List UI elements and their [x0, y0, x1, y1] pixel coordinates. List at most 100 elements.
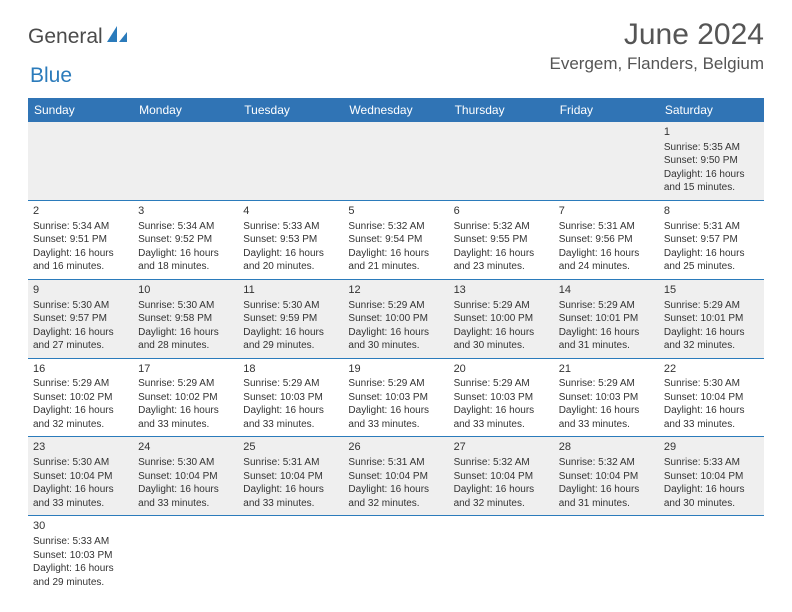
day-sunset: Sunset: 10:03 PM	[454, 391, 549, 405]
day-daylight2: and 32 minutes.	[454, 497, 549, 511]
day-daylight2: and 15 minutes.	[664, 181, 759, 195]
day-daylight1: Daylight: 16 hours	[664, 326, 759, 340]
calendar-day-cell: 10Sunrise: 5:30 AMSunset: 9:58 PMDayligh…	[133, 279, 238, 358]
day-number: 24	[138, 440, 233, 455]
dayhead-tuesday: Tuesday	[238, 98, 343, 122]
day-daylight2: and 28 minutes.	[138, 339, 233, 353]
day-daylight2: and 33 minutes.	[243, 497, 338, 511]
day-sunrise: Sunrise: 5:29 AM	[559, 299, 654, 313]
day-number: 13	[454, 283, 549, 298]
day-sunset: Sunset: 9:50 PM	[664, 154, 759, 168]
day-daylight1: Daylight: 16 hours	[33, 404, 128, 418]
day-sunset: Sunset: 10:04 PM	[664, 391, 759, 405]
day-sunrise: Sunrise: 5:30 AM	[243, 299, 338, 313]
day-number: 18	[243, 362, 338, 377]
day-sunrise: Sunrise: 5:29 AM	[559, 377, 654, 391]
calendar-empty-cell	[238, 122, 343, 200]
day-sunset: Sunset: 10:02 PM	[138, 391, 233, 405]
calendar-day-cell: 15Sunrise: 5:29 AMSunset: 10:01 PMDaylig…	[659, 279, 764, 358]
day-sunrise: Sunrise: 5:30 AM	[33, 456, 128, 470]
day-number: 7	[559, 204, 654, 219]
day-number: 8	[664, 204, 759, 219]
calendar-day-cell: 3Sunrise: 5:34 AMSunset: 9:52 PMDaylight…	[133, 200, 238, 279]
day-sunrise: Sunrise: 5:33 AM	[33, 535, 128, 549]
day-sunset: Sunset: 10:04 PM	[664, 470, 759, 484]
day-sunrise: Sunrise: 5:30 AM	[33, 299, 128, 313]
day-number: 29	[664, 440, 759, 455]
dayhead-thursday: Thursday	[449, 98, 554, 122]
day-daylight2: and 30 minutes.	[348, 339, 443, 353]
day-daylight1: Daylight: 16 hours	[454, 326, 549, 340]
day-sunrise: Sunrise: 5:31 AM	[559, 220, 654, 234]
day-number: 6	[454, 204, 549, 219]
day-number: 21	[559, 362, 654, 377]
day-daylight2: and 29 minutes.	[33, 576, 128, 590]
calendar-empty-cell	[449, 122, 554, 200]
logo: General	[28, 18, 130, 49]
day-daylight2: and 33 minutes.	[243, 418, 338, 432]
day-daylight1: Daylight: 16 hours	[243, 326, 338, 340]
calendar-day-cell: 28Sunrise: 5:32 AMSunset: 10:04 PMDaylig…	[554, 437, 659, 516]
calendar-page: General June 2024 Evergem, Flanders, Bel…	[0, 0, 792, 612]
calendar-empty-cell	[238, 516, 343, 594]
logo-text-1: General	[28, 25, 103, 49]
calendar-table: Sunday Monday Tuesday Wednesday Thursday…	[28, 98, 764, 594]
calendar-day-cell: 5Sunrise: 5:32 AMSunset: 9:54 PMDaylight…	[343, 200, 448, 279]
calendar-week-row: 9Sunrise: 5:30 AMSunset: 9:57 PMDaylight…	[28, 279, 764, 358]
day-daylight1: Daylight: 16 hours	[33, 483, 128, 497]
day-number: 30	[33, 519, 128, 534]
day-daylight1: Daylight: 16 hours	[454, 483, 549, 497]
day-daylight1: Daylight: 16 hours	[243, 404, 338, 418]
day-daylight2: and 31 minutes.	[559, 339, 654, 353]
day-daylight2: and 33 minutes.	[559, 418, 654, 432]
day-sunrise: Sunrise: 5:29 AM	[138, 377, 233, 391]
day-sunrise: Sunrise: 5:29 AM	[454, 377, 549, 391]
calendar-empty-cell	[343, 516, 448, 594]
day-daylight2: and 33 minutes.	[138, 418, 233, 432]
calendar-day-cell: 25Sunrise: 5:31 AMSunset: 10:04 PMDaylig…	[238, 437, 343, 516]
day-daylight1: Daylight: 16 hours	[559, 483, 654, 497]
day-sunrise: Sunrise: 5:29 AM	[348, 299, 443, 313]
day-daylight2: and 32 minutes.	[348, 497, 443, 511]
day-sunrise: Sunrise: 5:35 AM	[664, 141, 759, 155]
day-number: 26	[348, 440, 443, 455]
day-sunrise: Sunrise: 5:29 AM	[33, 377, 128, 391]
calendar-empty-cell	[659, 516, 764, 594]
title-block: June 2024 Evergem, Flanders, Belgium	[550, 18, 764, 74]
day-daylight2: and 27 minutes.	[33, 339, 128, 353]
day-number: 12	[348, 283, 443, 298]
dayhead-saturday: Saturday	[659, 98, 764, 122]
day-sunrise: Sunrise: 5:29 AM	[664, 299, 759, 313]
day-sunset: Sunset: 10:04 PM	[243, 470, 338, 484]
day-daylight1: Daylight: 16 hours	[454, 404, 549, 418]
calendar-day-cell: 13Sunrise: 5:29 AMSunset: 10:00 PMDaylig…	[449, 279, 554, 358]
day-number: 23	[33, 440, 128, 455]
day-daylight1: Daylight: 16 hours	[559, 326, 654, 340]
dayhead-wednesday: Wednesday	[343, 98, 448, 122]
day-sunset: Sunset: 9:55 PM	[454, 233, 549, 247]
calendar-day-cell: 11Sunrise: 5:30 AMSunset: 9:59 PMDayligh…	[238, 279, 343, 358]
day-number: 20	[454, 362, 549, 377]
day-sunset: Sunset: 10:04 PM	[348, 470, 443, 484]
calendar-day-cell: 7Sunrise: 5:31 AMSunset: 9:56 PMDaylight…	[554, 200, 659, 279]
day-daylight2: and 30 minutes.	[454, 339, 549, 353]
day-number: 28	[559, 440, 654, 455]
day-number: 15	[664, 283, 759, 298]
day-daylight1: Daylight: 16 hours	[664, 247, 759, 261]
day-sunset: Sunset: 10:01 PM	[664, 312, 759, 326]
calendar-week-row: 16Sunrise: 5:29 AMSunset: 10:02 PMDaylig…	[28, 358, 764, 437]
day-number: 1	[664, 125, 759, 140]
dayhead-monday: Monday	[133, 98, 238, 122]
day-sunset: Sunset: 9:52 PM	[138, 233, 233, 247]
day-sunrise: Sunrise: 5:29 AM	[454, 299, 549, 313]
day-daylight1: Daylight: 16 hours	[664, 483, 759, 497]
day-sunrise: Sunrise: 5:30 AM	[138, 299, 233, 313]
day-daylight2: and 25 minutes.	[664, 260, 759, 274]
calendar-day-cell: 18Sunrise: 5:29 AMSunset: 10:03 PMDaylig…	[238, 358, 343, 437]
day-sunrise: Sunrise: 5:32 AM	[559, 456, 654, 470]
calendar-day-cell: 17Sunrise: 5:29 AMSunset: 10:02 PMDaylig…	[133, 358, 238, 437]
day-number: 5	[348, 204, 443, 219]
day-daylight2: and 30 minutes.	[664, 497, 759, 511]
calendar-day-cell: 14Sunrise: 5:29 AMSunset: 10:01 PMDaylig…	[554, 279, 659, 358]
day-daylight1: Daylight: 16 hours	[664, 404, 759, 418]
